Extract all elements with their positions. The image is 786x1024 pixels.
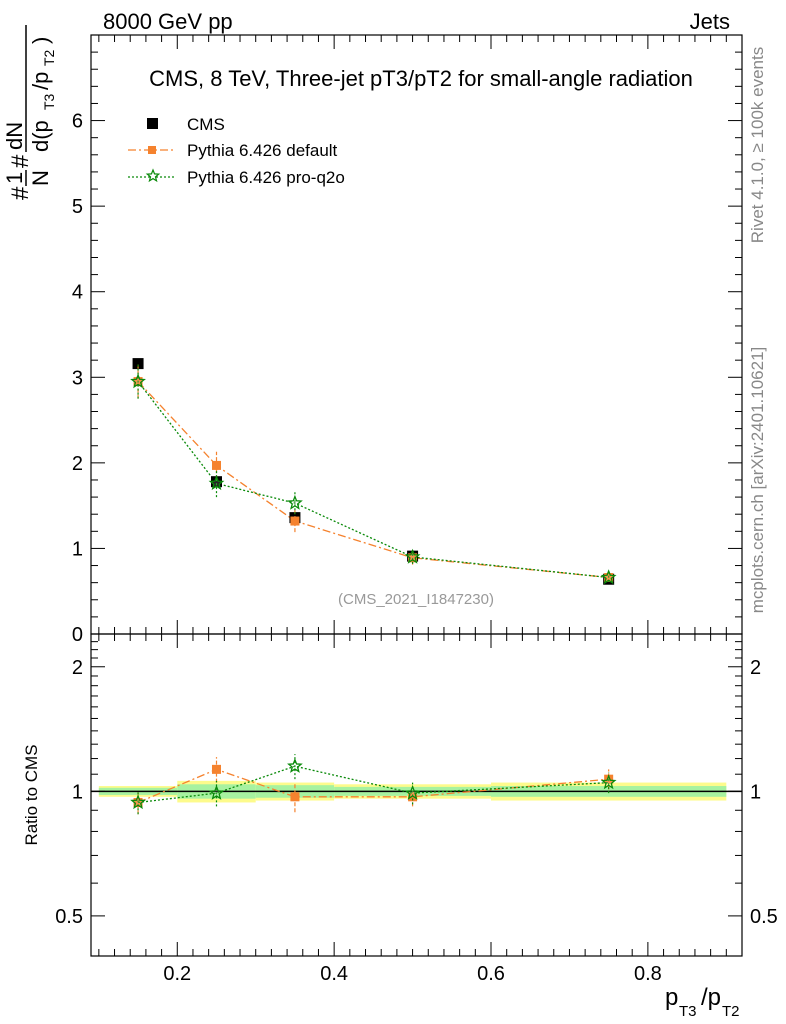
pythia-q2o-point — [600, 569, 617, 585]
plot-title: CMS, 8 TeV, Three-jet pT3/pT2 for small-… — [149, 66, 693, 91]
ratio-ytick-label: 2 — [72, 657, 83, 679]
main-ytick-label: 1 — [72, 538, 83, 560]
ratio-xtick-label: 0.2 — [163, 963, 191, 985]
mcplots-label: mcplots.cern.ch [arXiv:2401.10621] — [748, 347, 767, 613]
ratio-pythia-q2o-point — [600, 774, 617, 790]
series-line-1 — [137, 381, 609, 579]
ratio-plot-panel: 0.5 0.5 1 1 2 2 0.2 0.4 0.6 0.8 — [55, 633, 778, 985]
legend-entry-cms: CMS — [147, 115, 225, 134]
ratio-pythia-default-point — [211, 764, 221, 774]
pythia-default-point — [211, 460, 221, 470]
main-plot-panel: 0 1 2 3 4 5 6 — [72, 34, 743, 646]
rivet-label: Rivet 4.1.0, ≥ 100k events — [748, 47, 767, 243]
legend-entry-pythia-q2o: Pythia 6.426 pro-q2o — [128, 168, 345, 187]
y-label-sub-t2: T2 — [41, 49, 57, 66]
ratio-xtick-label: 0.6 — [477, 963, 505, 985]
ratio-ytick-label: 1 — [72, 781, 83, 803]
ratio-ytick-label-right: 1 — [750, 781, 761, 803]
y-label-frac-bottom: N — [28, 170, 53, 186]
x-label-slash: /p — [701, 984, 721, 1011]
y-label-dn: dN — [2, 122, 27, 150]
pythia-q2o-point — [130, 373, 146, 389]
y-label-close: ) — [28, 37, 53, 44]
ratio-pythia-q2o-point — [404, 784, 421, 800]
legend-label-pythia-q2o: Pythia 6.426 pro-q2o — [187, 168, 345, 187]
series-line-2 — [137, 381, 609, 579]
main-ytick-label: 0 — [72, 624, 83, 646]
y-label-slash: /p — [28, 72, 53, 90]
ratio-xtick-label: 0.8 — [634, 963, 662, 985]
ratio-ytick-label-right: 0.5 — [750, 906, 778, 928]
y-label-sub-t3: T3 — [41, 93, 57, 110]
cms-point — [132, 358, 144, 370]
analysis-watermark: (CMS_2021_I1847230) — [338, 591, 494, 608]
x-label-sub2: T2 — [722, 1003, 740, 1020]
ratio-ytick-label: 0.5 — [55, 906, 83, 928]
x-label-p1: p — [665, 984, 678, 1011]
main-ytick-label: 5 — [72, 196, 83, 218]
legend-label-cms: CMS — [187, 115, 225, 134]
ratio-pythia-default-point — [290, 792, 300, 802]
ratio-pythia-default-point — [408, 792, 418, 802]
y-label-hash1: # — [7, 186, 34, 200]
ratio-frame — [90, 633, 743, 957]
header-right: Jets — [690, 9, 730, 34]
ratio-xtick-label: 0.4 — [320, 963, 348, 985]
pythia-q2o-point — [208, 475, 225, 491]
main-ytick-label: 6 — [72, 111, 83, 133]
pythia-default-point — [290, 516, 300, 526]
y-label-d: d(p — [28, 120, 53, 152]
main-ytick-label: 2 — [72, 453, 83, 475]
ratio-y-label: Ratio to CMS — [22, 744, 41, 845]
pythia-q2o-point — [404, 548, 421, 564]
x-label-sub1: T3 — [679, 1003, 697, 1020]
pythia-q2o-point — [287, 494, 303, 510]
ratio-ytick-label-right: 2 — [750, 657, 761, 679]
y-axis-label: # 1 N # dN d(p T3 /p T2 ) — [2, 25, 57, 200]
ratio-pythia-q2o-point — [130, 794, 146, 810]
x-axis-label: p T3 /p T2 — [665, 984, 740, 1020]
legend: CMS Pythia 6.426 default Pythia 6.426 pr… — [128, 115, 345, 187]
legend-entry-pythia-default: Pythia 6.426 default — [128, 141, 338, 160]
y-label-frac-top: 1 — [2, 172, 27, 184]
main-ytick-label: 4 — [72, 282, 83, 304]
legend-label-pythia-default: Pythia 6.426 default — [187, 141, 338, 160]
ratio-pythia-q2o-point — [287, 757, 303, 773]
main-ytick-label: 3 — [72, 367, 83, 389]
header-left: 8000 GeV pp — [103, 9, 233, 34]
ratio-pythia-q2o-point — [208, 784, 225, 800]
ratio-pythia-default-point — [133, 797, 143, 807]
cms-point — [210, 476, 222, 488]
y-label-hash2: # — [7, 154, 34, 168]
